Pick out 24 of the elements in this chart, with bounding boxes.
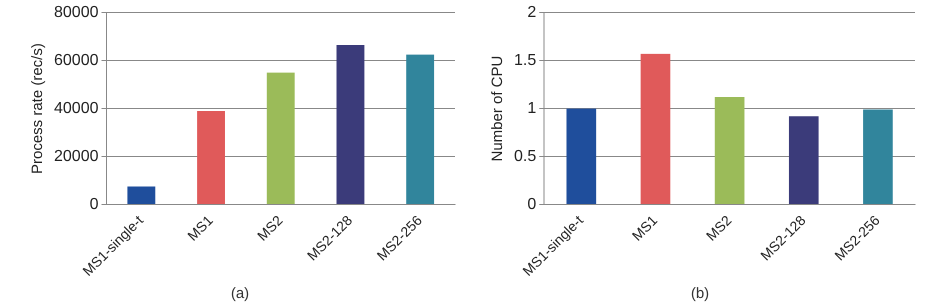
bar	[266, 72, 295, 204]
y-tick-label: 1.5	[514, 52, 536, 69]
bar	[566, 108, 596, 204]
bar	[336, 44, 364, 204]
bar	[640, 54, 670, 204]
y-tick-label: 80000	[54, 4, 99, 22]
y-axis-title: Process rate (rec/s)	[29, 43, 46, 174]
y-tick-label: 1	[527, 100, 536, 117]
y-tick-label: 0	[90, 196, 99, 213]
y-tick-label: 0	[527, 196, 536, 213]
y-tick-label: 20000	[54, 148, 99, 165]
bar	[788, 116, 819, 204]
y-tick-label: 40000	[54, 100, 99, 117]
bar	[127, 186, 156, 204]
y-axis-title: Number of CPU	[489, 56, 506, 162]
y-tick-label: 60000	[54, 52, 99, 69]
text: (a)	[230, 285, 250, 302]
y-tick-label: 2	[527, 4, 536, 22]
bar	[406, 54, 434, 204]
y-tick-label: 0.5	[514, 148, 536, 165]
bar	[197, 110, 225, 204]
bar	[863, 110, 893, 204]
bar	[714, 97, 744, 204]
text: (b)	[690, 285, 710, 302]
